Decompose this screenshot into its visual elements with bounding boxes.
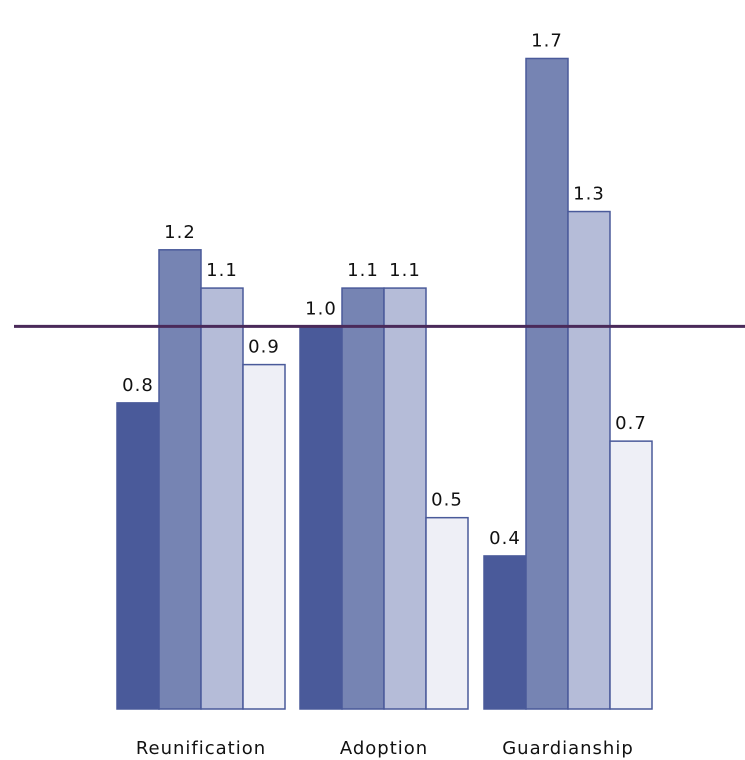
bar-reunification-1 [116, 402, 160, 710]
bar-guardianship-1 [483, 555, 527, 710]
value-label: 0.7 [615, 413, 647, 434]
bar-guardianship-2 [525, 57, 569, 710]
bar-guardianship-4 [609, 440, 653, 710]
value-label: 1.1 [347, 260, 379, 281]
bar-adoption-3 [383, 287, 427, 710]
value-label: 1.7 [531, 30, 563, 51]
value-label: 1.3 [573, 184, 605, 205]
category-label: Adoption [340, 738, 428, 759]
bar-reunification-3 [200, 287, 244, 710]
category-label: Guardianship [502, 738, 634, 759]
bar-reunification-2 [158, 249, 202, 710]
bar-adoption-2 [341, 287, 385, 710]
value-label: 1.0 [305, 298, 337, 319]
bars-layer [116, 57, 653, 710]
bar-reunification-4 [242, 363, 286, 710]
value-label: 1.1 [389, 260, 421, 281]
value-labels-layer: 0.8 1.2 1.1 0.9 1.0 1.1 1.1 0.5 0.4 1.7 1.3 0.7 [122, 30, 647, 549]
value-label: 1.2 [164, 222, 196, 243]
bar-adoption-1 [299, 325, 343, 710]
bar-adoption-4 [425, 516, 469, 710]
value-label: 0.8 [122, 375, 154, 396]
value-label: 1.1 [206, 260, 238, 281]
value-label: 0.9 [248, 337, 280, 358]
bar-guardianship-3 [567, 210, 611, 710]
value-label: 0.5 [431, 490, 463, 511]
category-labels-layer: Reunification Adoption Guardianship [136, 738, 634, 759]
category-label: Reunification [136, 738, 266, 759]
value-label: 0.4 [489, 528, 521, 549]
